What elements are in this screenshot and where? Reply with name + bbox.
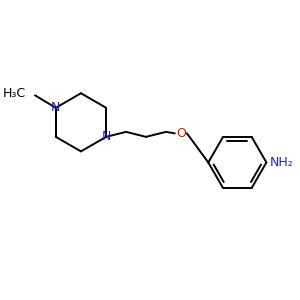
Text: N: N — [51, 101, 61, 114]
Text: N: N — [101, 130, 111, 143]
Text: NH₂: NH₂ — [270, 156, 293, 169]
Text: O: O — [176, 127, 186, 140]
Text: H₃C: H₃C — [3, 87, 26, 100]
